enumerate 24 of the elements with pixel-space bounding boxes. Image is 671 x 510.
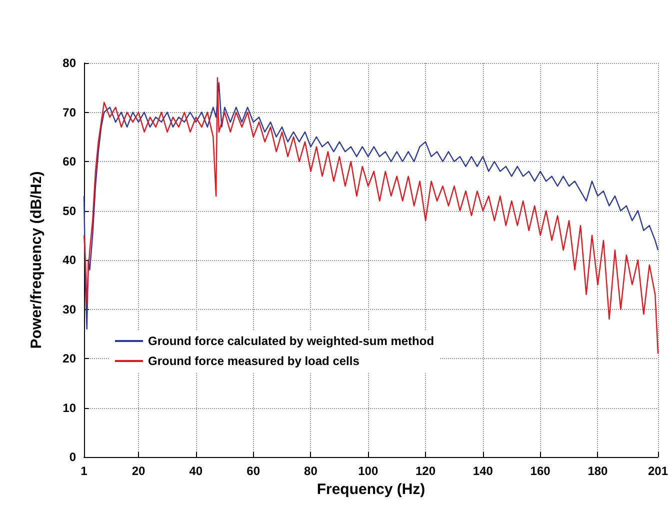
x-tick-label: 201 <box>648 464 668 478</box>
x-tick-label: 20 <box>132 464 146 478</box>
x-tick-label: 180 <box>588 464 608 478</box>
y-tick-label: 20 <box>62 352 76 366</box>
x-tick-label: 80 <box>304 464 318 478</box>
x-tick-label: 100 <box>358 464 378 478</box>
legend-label: Ground force measured by load cells <box>148 354 360 368</box>
x-tick-label: 160 <box>530 464 551 478</box>
x-tick-label: 1 <box>80 464 88 478</box>
legend-label: Ground force calculated by weighted-sum method <box>148 334 434 348</box>
y-tick-label: 0 <box>69 450 76 464</box>
y-tick-label: 60 <box>62 154 76 168</box>
y-tick-label: 30 <box>62 302 76 316</box>
x-tick-label: 120 <box>416 464 436 478</box>
y-axis-title: Power/frequency (dB/Hz) <box>28 171 45 349</box>
x-tick-label: 140 <box>472 464 494 478</box>
y-tick-label: 10 <box>62 400 76 415</box>
y-tick-label: 40 <box>62 253 76 267</box>
x-tick-label: 60 <box>246 464 260 478</box>
x-tick-label: 40 <box>189 464 203 478</box>
y-tick-label: 80 <box>62 56 76 70</box>
x-axis-title: Frequency (Hz) <box>316 480 426 498</box>
y-tick-label: 50 <box>62 204 76 218</box>
y-tick-label: 70 <box>62 105 76 120</box>
